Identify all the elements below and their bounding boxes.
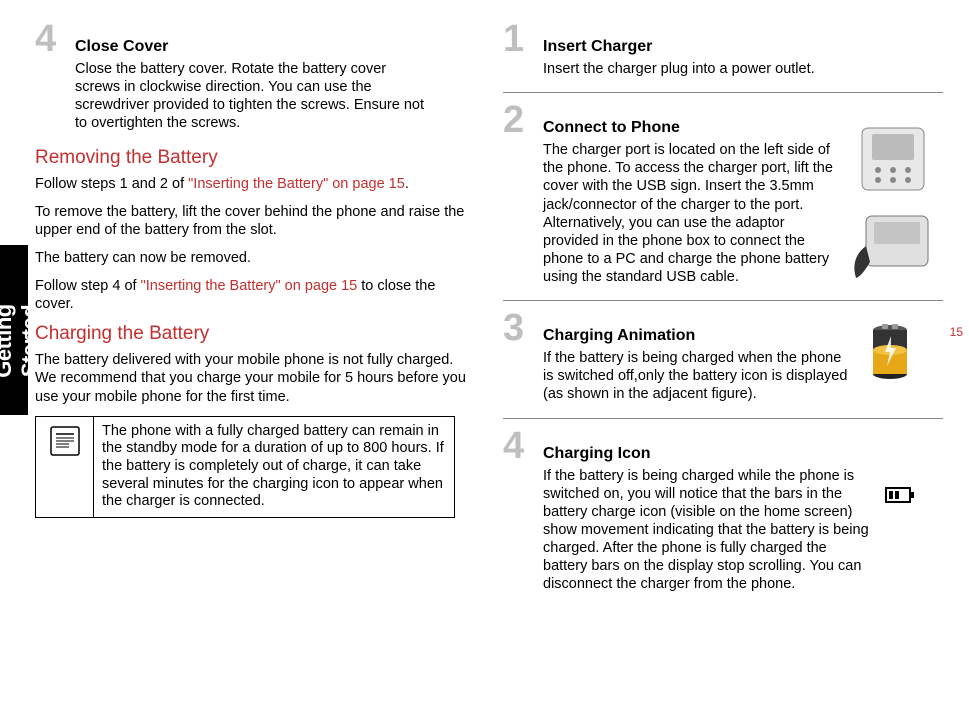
side-tab: Getting Started xyxy=(0,245,28,415)
removing-p3: The battery can now be removed. xyxy=(35,249,475,267)
step-title: Close Cover xyxy=(75,38,168,56)
step-4-close-cover: 4 Close Cover Close the battery cover. R… xyxy=(35,20,475,133)
phone-front-image xyxy=(848,122,943,197)
step-number: 3 xyxy=(503,309,529,347)
removing-p1: Follow steps 1 and 2 of "Inserting the B… xyxy=(35,175,475,193)
step-title: Insert Charger xyxy=(543,38,652,56)
page-number: 15 xyxy=(950,325,963,339)
step-number: 4 xyxy=(503,427,529,465)
step-body: The charger port is located on the left … xyxy=(543,141,833,286)
step-number: 2 xyxy=(503,101,529,139)
battery-charging-icon xyxy=(863,320,915,382)
step-body: Insert the charger plug into a power out… xyxy=(543,60,943,78)
charging-p1: The battery delivered with your mobile p… xyxy=(35,351,475,405)
note-box: The phone with a fully charged battery c… xyxy=(35,416,455,518)
text: Follow step 4 of xyxy=(35,278,141,294)
text: Follow steps 1 and 2 of xyxy=(35,176,188,192)
step-1-insert-charger: 1 Insert Charger Insert the charger plug… xyxy=(503,20,943,78)
note-icon-cell xyxy=(36,417,94,517)
text: . xyxy=(405,176,409,192)
note-icon xyxy=(47,423,83,459)
step-body: If the battery is being charged while th… xyxy=(543,467,873,594)
link-inserting-battery[interactable]: "Inserting the Battery" on page 15 xyxy=(188,176,405,192)
removing-p2: To remove the battery, lift the cover be… xyxy=(35,203,475,239)
step-number: 1 xyxy=(503,20,529,58)
left-column: 4 Close Cover Close the battery cover. R… xyxy=(35,20,475,700)
step-number: 4 xyxy=(35,20,61,58)
step-title: Connect to Phone xyxy=(543,119,680,137)
step-body: If the battery is being charged when the… xyxy=(543,349,853,403)
page-content: 4 Close Cover Close the battery cover. R… xyxy=(35,20,945,700)
link-inserting-battery-2[interactable]: "Inserting the Battery" on page 15 xyxy=(141,278,358,294)
divider xyxy=(503,300,943,301)
right-column: 1 Insert Charger Insert the charger plug… xyxy=(503,20,943,700)
step-title: Charging Icon xyxy=(543,445,651,463)
battery-bar-icon xyxy=(885,485,915,505)
note-text: The phone with a fully charged battery c… xyxy=(94,417,454,517)
step-4-charging-icon: 4 Charging Icon If the battery is being … xyxy=(503,427,943,594)
section-charging-title: Charging the Battery xyxy=(35,323,475,345)
step-title: Charging Animation xyxy=(543,327,695,345)
removing-p4: Follow step 4 of "Inserting the Battery"… xyxy=(35,277,475,313)
divider xyxy=(503,418,943,419)
section-removing-title: Removing the Battery xyxy=(35,147,475,169)
phone-side-image xyxy=(848,210,943,285)
step-body: Close the battery cover. Rotate the batt… xyxy=(75,60,425,133)
divider xyxy=(503,92,943,93)
